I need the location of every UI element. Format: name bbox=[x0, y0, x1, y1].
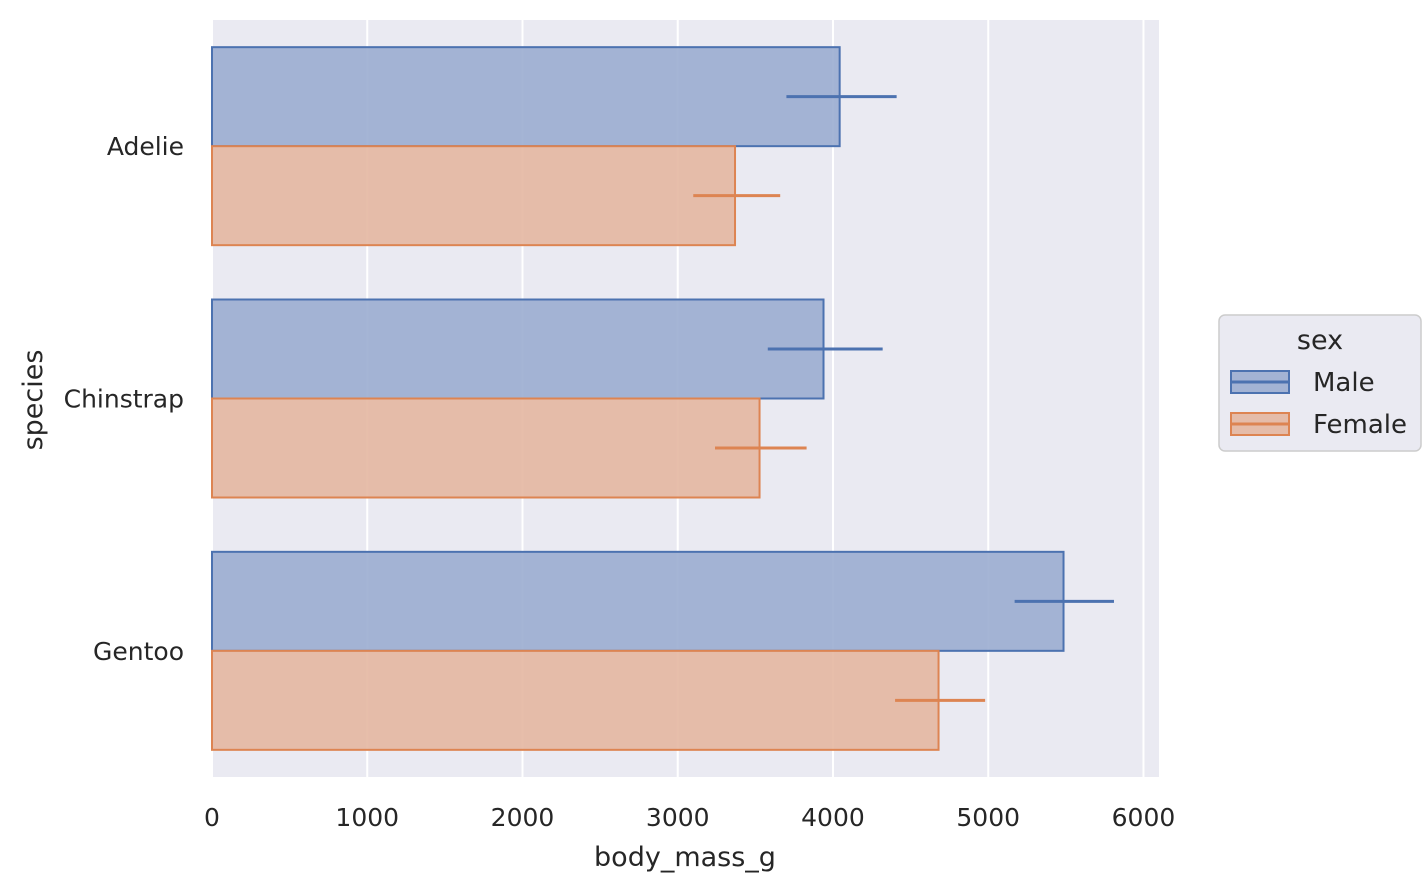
bar-female-chinstrap bbox=[211, 397, 761, 499]
x-tick-label: 5000 bbox=[956, 803, 1020, 832]
x-tick-label: 3000 bbox=[646, 803, 710, 832]
x-tick-label: 0 bbox=[204, 803, 220, 832]
legend: sex Male Female bbox=[1218, 314, 1422, 452]
legend-label-male: Male bbox=[1313, 368, 1375, 398]
legend-title: sex bbox=[1297, 325, 1343, 356]
bar-male-gentoo bbox=[211, 550, 1065, 652]
x-tick-label: 1000 bbox=[335, 803, 399, 832]
x-axis-label: body_mass_g bbox=[594, 842, 776, 873]
x-tick-label: 6000 bbox=[1112, 803, 1176, 832]
y-tick-label: Chinstrap bbox=[64, 385, 184, 414]
y-axis-label: species bbox=[18, 350, 49, 451]
x-tick-label: 4000 bbox=[801, 803, 865, 832]
bar-male-chinstrap bbox=[211, 298, 825, 400]
legend-label-female: Female bbox=[1313, 410, 1407, 440]
y-tick-labels: Adelie Chinstrap Gentoo bbox=[64, 132, 184, 666]
bars bbox=[211, 46, 1065, 751]
y-tick-label: Gentoo bbox=[93, 637, 184, 666]
y-tick-label: Adelie bbox=[107, 132, 184, 161]
x-tick-labels: 0 1000 2000 3000 4000 5000 6000 bbox=[204, 803, 1175, 832]
bar-male-adelie bbox=[211, 46, 841, 148]
bar-female-adelie bbox=[211, 145, 737, 247]
bar-female-gentoo bbox=[211, 649, 940, 751]
x-tick-label: 2000 bbox=[491, 803, 555, 832]
error-bars bbox=[693, 95, 1114, 702]
